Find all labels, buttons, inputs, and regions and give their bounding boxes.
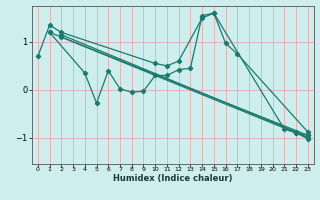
X-axis label: Humidex (Indice chaleur): Humidex (Indice chaleur)	[113, 174, 233, 183]
